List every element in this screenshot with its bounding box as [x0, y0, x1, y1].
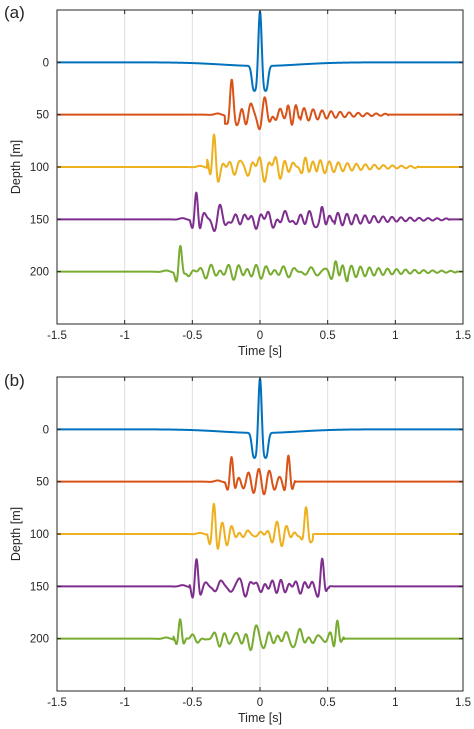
y-tick-label: 100	[30, 529, 49, 541]
panel-a: (a) -1.5 -1 -0.5 0 0.5 1 1.5 0 50 100 150 200 Time…	[4, 3, 471, 358]
panel-b-trace-depth-150	[56, 557, 464, 599]
y-tick-label: 0	[43, 424, 49, 436]
x-tick-label: 1.5	[455, 330, 471, 342]
y-tick-label: 100	[30, 162, 49, 174]
y-tick-label: 0	[43, 57, 49, 69]
panel-b-x-axis-title: Time [s]	[238, 711, 282, 725]
x-tick-label: 0	[257, 697, 263, 709]
panel-b-y-ticks: 0 50 100 150 200	[30, 424, 463, 646]
panel-a-trace-depth-150	[56, 191, 464, 233]
x-tick-label: 1	[392, 697, 398, 709]
x-tick-label: -1.5	[47, 697, 67, 709]
panel-b-label: (b)	[4, 371, 25, 390]
x-tick-label: 0.5	[320, 697, 336, 709]
x-tick-label: 0	[257, 330, 263, 342]
panel-a-label: (a)	[4, 3, 25, 22]
panel-a-trace-depth-100	[56, 133, 464, 183]
y-tick-label: 50	[36, 110, 49, 122]
panel-b-trace-depth-50	[56, 454, 464, 496]
panel-b: (b) -1.5 -1 -0.5 0 0.5 1 1.5 0 50 100 150 200 Time…	[4, 371, 471, 725]
y-tick-label: 150	[30, 581, 49, 593]
panel-b-trace-depth-100	[56, 502, 464, 550]
panel-a-x-axis-title: Time [s]	[238, 344, 282, 358]
y-tick-label: 50	[36, 477, 49, 489]
x-tick-label: -0.5	[182, 330, 202, 342]
panel-a-trace-depth-50	[56, 78, 464, 131]
x-tick-label: -1.5	[47, 330, 67, 342]
y-tick-label: 150	[30, 214, 49, 226]
panel-a-x-ticks: -1.5 -1 -0.5 0 0.5 1 1.5	[47, 10, 471, 342]
panel-a-y-axis-title: Depth [m]	[9, 140, 23, 194]
y-tick-label: 200	[30, 267, 49, 279]
panel-b-y-axis-title: Depth [m]	[9, 507, 23, 561]
y-tick-label: 200	[30, 634, 49, 646]
x-tick-label: 1.5	[455, 697, 471, 709]
panel-a-trace-depth-200	[56, 244, 464, 283]
x-tick-label: 0.5	[320, 330, 336, 342]
panel-a-y-ticks: 0 50 100 150 200	[30, 57, 463, 279]
x-tick-label: -0.5	[182, 697, 202, 709]
x-tick-label: 1	[392, 330, 398, 342]
x-tick-label: -1	[120, 697, 130, 709]
x-tick-label: -1	[120, 330, 130, 342]
panel-b-x-ticks: -1.5 -1 -0.5 0 0.5 1 1.5	[47, 377, 471, 709]
panel-b-trace-depth-200	[56, 618, 464, 652]
